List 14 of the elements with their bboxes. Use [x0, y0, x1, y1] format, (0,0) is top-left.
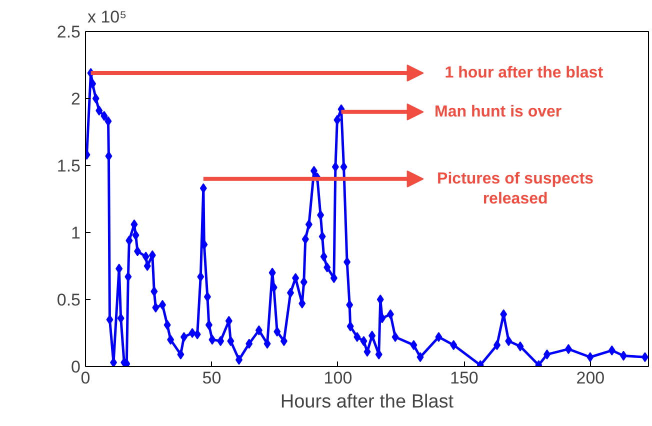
annotation: Man hunt is over — [434, 103, 562, 120]
x-tick-label: 50 — [202, 368, 222, 388]
y-tick-label: 2.5 — [56, 22, 81, 42]
text: x 10⁵ — [88, 8, 127, 26]
x-axis-title: Hours after the Blast — [280, 392, 454, 412]
x-tick-label: 200 — [576, 368, 605, 388]
y-tick-label: 0.5 — [56, 290, 81, 310]
y-tick-label: 1.5 — [56, 156, 81, 176]
y-tick-label: 2 — [71, 90, 81, 108]
x-tick-label: 100 — [324, 368, 352, 388]
annotation: Pictures of suspects released — [437, 170, 594, 208]
y-tick-label: 1 — [71, 224, 81, 242]
x-tick-label: 150 — [450, 368, 478, 388]
annotation: 1 hour after the blast — [444, 64, 604, 82]
